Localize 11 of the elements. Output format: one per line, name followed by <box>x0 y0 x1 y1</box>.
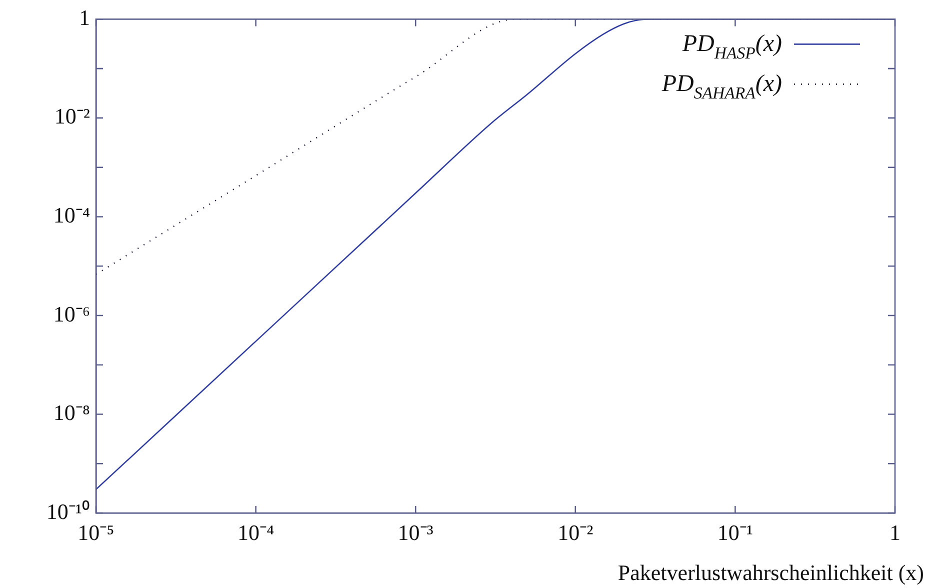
y-tick-label: 10⁻² <box>54 104 90 129</box>
x-axis-title: Paketverlustwahrscheinlichkeit (x) <box>618 560 924 585</box>
y-tick-label: 10⁻⁴ <box>53 202 90 228</box>
x-tick-label: 10⁻⁴ <box>237 520 274 545</box>
x-tick-label: 10⁻¹ <box>717 520 754 545</box>
x-tick-label: 10⁻² <box>558 520 594 545</box>
y-tick-label: 1 <box>79 4 90 30</box>
x-tick-label: 10⁻³ <box>398 520 434 545</box>
x-tick-label: 1 <box>890 520 900 545</box>
y-tick-label: 10⁻⁶ <box>53 301 90 326</box>
y-tick-label: 10⁻⁸ <box>53 400 90 426</box>
